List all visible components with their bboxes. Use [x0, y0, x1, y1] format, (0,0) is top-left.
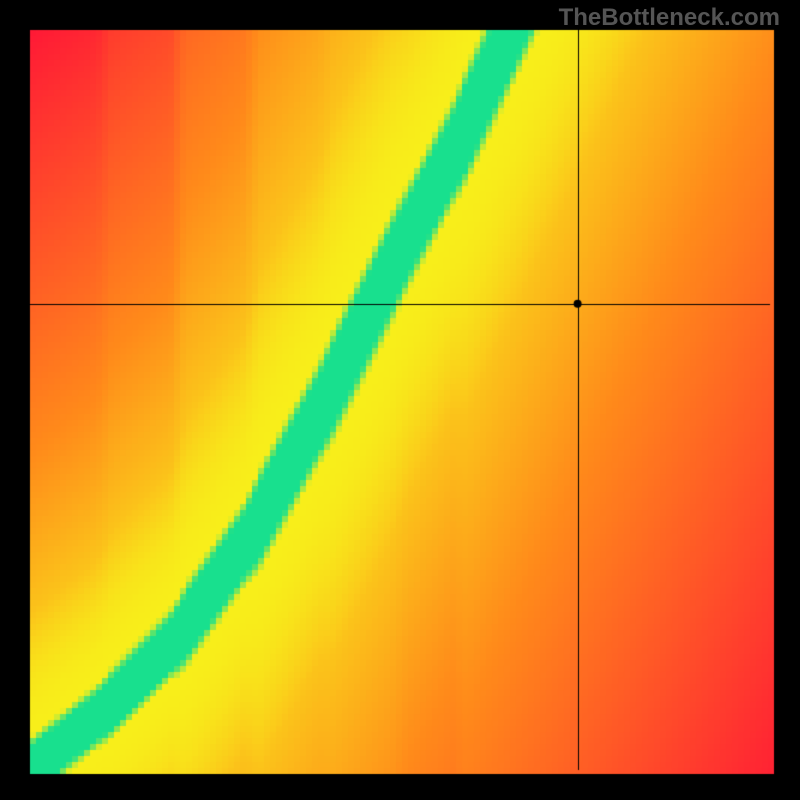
watermark-text: TheBottleneck.com	[559, 4, 780, 32]
frame: TheBottleneck.com	[0, 0, 800, 800]
heatmap-canvas	[0, 0, 800, 800]
